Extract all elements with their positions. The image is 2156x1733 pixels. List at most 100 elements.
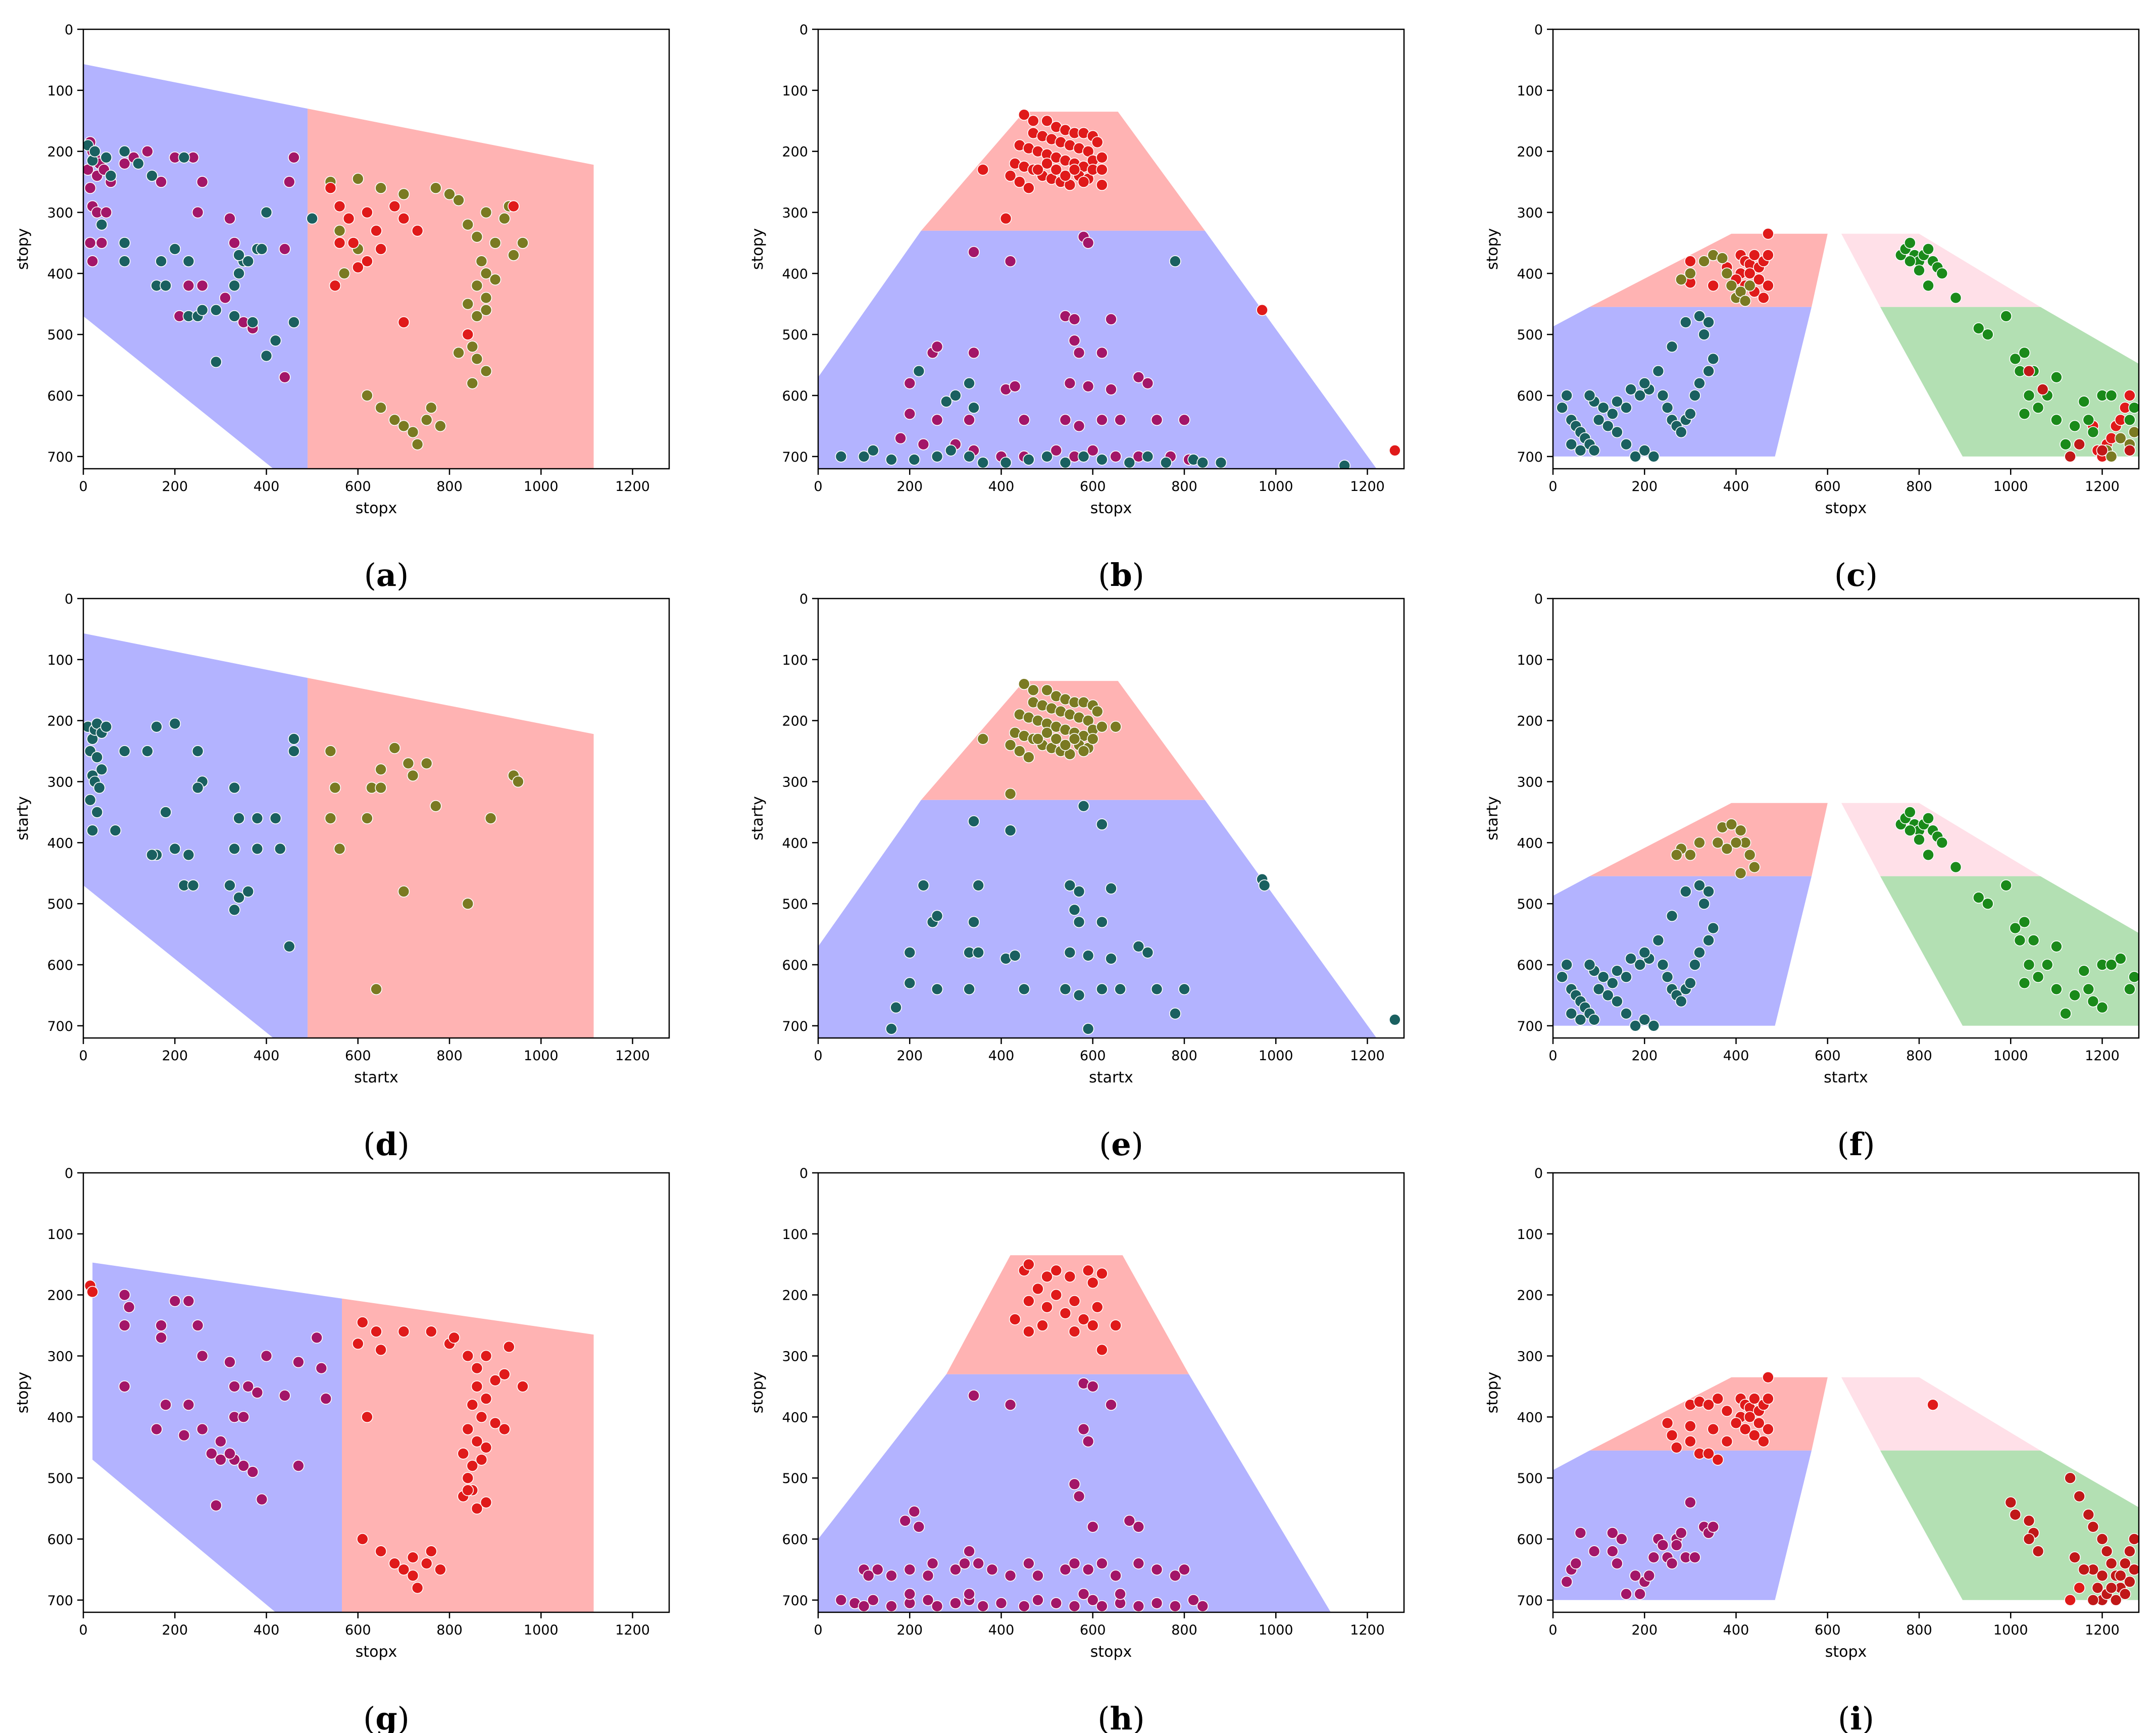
- data-point: [146, 170, 158, 182]
- series-teal: [1556, 879, 1719, 1032]
- data-point: [1684, 1435, 1696, 1448]
- data-point: [1096, 346, 1108, 359]
- data-point: [1023, 1557, 1035, 1570]
- y-tick-label: 100: [47, 83, 73, 99]
- data-point: [894, 432, 907, 444]
- data-point: [1574, 1527, 1587, 1539]
- data-point: [471, 1435, 483, 1448]
- data-point: [940, 395, 952, 408]
- data-point: [1982, 328, 1994, 341]
- data-point: [1721, 1405, 1733, 1417]
- data-point: [1096, 179, 1108, 191]
- y-tick-label: 400: [782, 266, 808, 282]
- y-tick-label: 600: [1517, 388, 1543, 404]
- data-point: [1611, 395, 1623, 408]
- series-purple: [118, 1289, 332, 1512]
- y-tick-label: 0: [799, 591, 808, 607]
- y-tick-label: 100: [782, 83, 808, 99]
- data-point: [1018, 983, 1030, 996]
- data-point: [471, 353, 483, 365]
- data-point: [1602, 989, 1614, 1002]
- y-tick-label: 400: [47, 1410, 73, 1425]
- data-point: [118, 1380, 131, 1393]
- data-point: [1110, 450, 1122, 463]
- data-point: [1032, 733, 1044, 745]
- data-point: [972, 947, 984, 959]
- data-point: [1565, 1007, 1578, 1020]
- data-point: [480, 1393, 492, 1405]
- data-point: [1936, 836, 1948, 849]
- data-point: [91, 751, 103, 763]
- data-point: [1707, 279, 1719, 292]
- x-tick-label: 800: [436, 479, 463, 494]
- data-point: [2064, 1472, 2076, 1484]
- data-point: [1077, 1588, 1090, 1600]
- series-purple: [83, 136, 300, 383]
- data-point: [931, 910, 943, 922]
- data-point: [1023, 1295, 1035, 1307]
- data-point: [1638, 444, 1651, 457]
- y-tick-label: 300: [1517, 206, 1543, 221]
- data-point: [269, 812, 282, 824]
- data-point: [2064, 450, 2076, 463]
- data-point: [1059, 739, 1072, 751]
- data-point: [1702, 885, 1715, 898]
- data-point: [1743, 849, 1756, 861]
- data-point: [407, 1551, 419, 1564]
- data-point: [1087, 444, 1099, 457]
- data-point: [466, 377, 479, 389]
- data-point: [1670, 1539, 1683, 1551]
- y-tick-label: 300: [782, 775, 808, 790]
- data-point: [2032, 1545, 2044, 1557]
- data-point: [2105, 450, 2118, 463]
- data-point: [434, 1563, 446, 1576]
- data-point: [361, 255, 373, 268]
- data-point: [1059, 457, 1072, 469]
- x-axis-label: stopx: [356, 1643, 397, 1661]
- data-point: [196, 279, 209, 292]
- y-tick-label: 500: [1517, 1471, 1543, 1487]
- data-point: [1762, 227, 1774, 240]
- data-point: [2000, 310, 2012, 322]
- series-red: [84, 1279, 529, 1594]
- plot-frame: [82, 1172, 670, 1613]
- data-point: [1032, 164, 1044, 176]
- y-tick-label: 600: [1517, 958, 1543, 973]
- data-point: [931, 414, 943, 426]
- data-point: [2087, 995, 2099, 1008]
- data-point: [1087, 1594, 1099, 1606]
- data-point: [1762, 1393, 1774, 1405]
- data-point: [1077, 450, 1090, 463]
- panel-d: 0 200 400 600 800 1000 1200 0 100 200 300 400 500 600…: [14, 591, 670, 1163]
- data-point: [256, 243, 268, 255]
- data-point: [283, 176, 295, 188]
- data-point: [466, 1460, 479, 1472]
- data-point: [1041, 450, 1053, 463]
- data-point: [1023, 182, 1035, 194]
- data-point: [370, 1325, 382, 1338]
- data-point: [2091, 1581, 2104, 1594]
- region-pink: [1841, 1377, 2041, 1451]
- data-point: [1064, 879, 1076, 892]
- y-tick-label: 600: [47, 1532, 73, 1548]
- data-point: [342, 212, 355, 225]
- plot-frame: [817, 1172, 1405, 1613]
- data-point: [224, 1356, 236, 1368]
- data-point: [2114, 1569, 2127, 1582]
- data-point: [1611, 965, 1623, 977]
- y-tick-label: 100: [782, 653, 808, 668]
- data-point: [1753, 273, 1765, 286]
- data-point: [1110, 1569, 1122, 1582]
- y-tick-label: 300: [47, 206, 73, 221]
- data-point: [1725, 818, 1738, 830]
- x-tick-label: 1000: [1259, 1622, 1293, 1638]
- y-tick-label: 600: [1517, 1532, 1543, 1548]
- data-point: [1913, 833, 1925, 846]
- data-point: [1132, 940, 1145, 953]
- data-point: [2018, 346, 2031, 359]
- data-point: [2087, 1594, 2099, 1606]
- data-point: [1611, 995, 1623, 1008]
- data-point: [411, 224, 424, 237]
- data-point: [1073, 885, 1085, 898]
